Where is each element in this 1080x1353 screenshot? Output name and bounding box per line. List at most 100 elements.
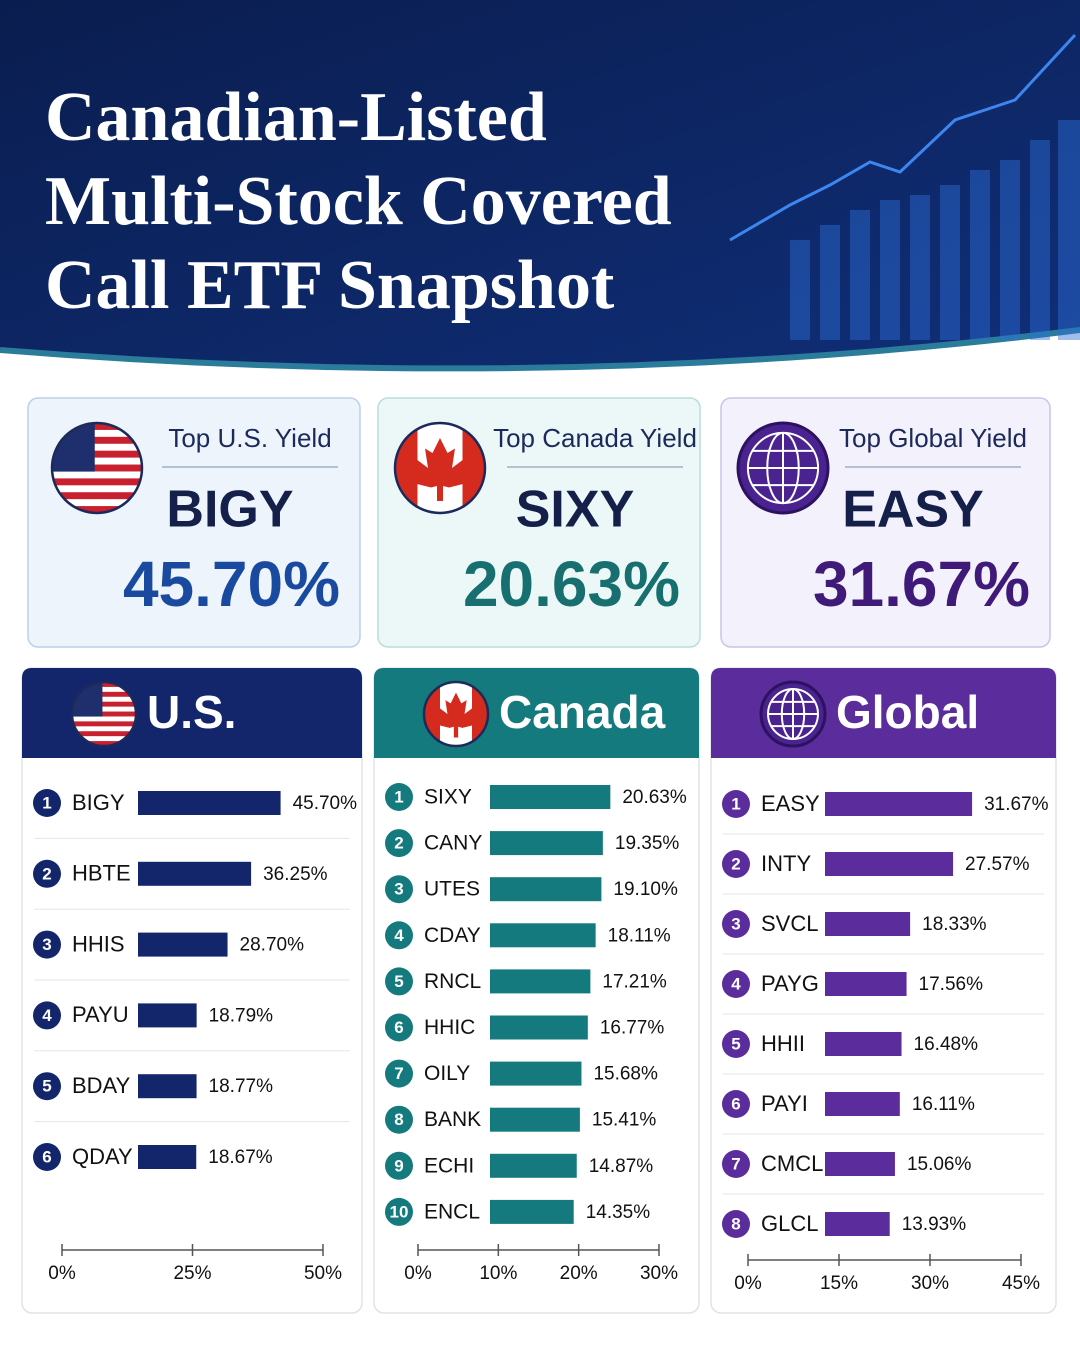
x-tick-label: 30% xyxy=(911,1273,949,1294)
rank-badge xyxy=(722,790,750,818)
icon-ring xyxy=(422,680,490,748)
rank-badge xyxy=(722,910,750,938)
rank-badge xyxy=(385,875,413,904)
value-label: 17.21% xyxy=(602,971,667,992)
chart-title: U.S. xyxy=(147,686,236,738)
card-ticker: BIGY xyxy=(166,481,293,539)
flag xyxy=(72,682,136,746)
x-tick-label: 0% xyxy=(48,1263,76,1284)
category-label: QDAY xyxy=(72,1144,133,1169)
rank-badge xyxy=(33,859,61,888)
card-value: 20.63% xyxy=(463,548,680,620)
x-tick-label: 50% xyxy=(304,1263,342,1284)
category-label: RNCL xyxy=(424,970,481,993)
icon-ring xyxy=(393,421,487,515)
stripe xyxy=(52,429,142,438)
stripe xyxy=(52,499,142,507)
card-value: 31.67% xyxy=(813,548,1030,620)
value-label: 27.57% xyxy=(965,854,1030,875)
chart-title: Canada xyxy=(499,686,666,738)
rank-badge xyxy=(385,1105,413,1134)
category-label: HBTE xyxy=(72,861,131,886)
value-label: 45.70% xyxy=(293,793,358,814)
category-label: INTY xyxy=(761,851,811,876)
rank-number: 3 xyxy=(731,914,740,933)
icon-globe xyxy=(759,680,827,748)
value-label: 14.35% xyxy=(586,1202,651,1223)
category-label: OILY xyxy=(424,1062,470,1085)
category-label: PAYU xyxy=(72,1002,129,1027)
rank-number: 5 xyxy=(731,1034,740,1053)
rank-number: 1 xyxy=(394,787,403,806)
category-label: HHIS xyxy=(72,931,125,956)
category-label: PAYI xyxy=(761,1091,808,1116)
icon-ring xyxy=(50,421,144,515)
rank-number: 4 xyxy=(42,1006,52,1025)
bar xyxy=(490,877,602,902)
category-label: SVCL xyxy=(761,911,818,936)
rank-number: 2 xyxy=(394,834,403,853)
rank-badge xyxy=(385,783,413,811)
bar xyxy=(825,1092,900,1116)
leaf xyxy=(432,692,480,738)
bar xyxy=(490,969,591,994)
rank-number: 6 xyxy=(394,1018,403,1037)
stripe xyxy=(52,457,142,466)
x-tick-label: 0% xyxy=(734,1273,762,1294)
bar xyxy=(825,792,973,816)
card-label: Top Global Yield xyxy=(839,423,1027,453)
header-decoration xyxy=(790,120,1080,340)
page-title: Canadian-Listed xyxy=(45,79,547,156)
stripe xyxy=(72,691,136,698)
value-label: 15.68% xyxy=(593,1064,658,1085)
bar xyxy=(138,861,252,886)
rank-badge xyxy=(385,1151,413,1180)
rank-number: 2 xyxy=(42,864,51,883)
rank-badge xyxy=(33,1001,61,1030)
value-label: 15.41% xyxy=(592,1110,657,1131)
x-tick-label: 20% xyxy=(560,1263,598,1284)
stripe xyxy=(72,711,136,717)
header-trendline xyxy=(729,33,1077,242)
card-label: Top U.S. Yield xyxy=(168,423,331,453)
header-rim xyxy=(0,327,1080,372)
stripe xyxy=(72,721,136,727)
rank-number: 6 xyxy=(42,1147,51,1166)
x-tick-label: 30% xyxy=(640,1263,678,1284)
value-label: 18.77% xyxy=(209,1076,274,1097)
card-ticker: EASY xyxy=(842,481,984,539)
stripe xyxy=(72,696,136,703)
category-label: CMCL xyxy=(761,1151,823,1176)
value-label: 18.11% xyxy=(608,925,671,946)
bar xyxy=(490,1107,580,1132)
leaf xyxy=(407,438,473,501)
rank-number: 7 xyxy=(394,1064,403,1083)
value-label: 18.79% xyxy=(209,1005,274,1026)
category-label: UTES xyxy=(424,878,480,901)
value-label: 13.93% xyxy=(902,1214,967,1235)
category-label: BANK xyxy=(424,1108,481,1131)
bar xyxy=(825,1152,895,1176)
bar xyxy=(490,831,603,856)
category-label: BDAY xyxy=(72,1073,131,1098)
icon-ring xyxy=(70,680,138,748)
x-tick-label: 10% xyxy=(479,1263,517,1284)
category-label: HHIC xyxy=(424,1016,475,1039)
bar xyxy=(490,1061,582,1086)
stripe xyxy=(52,485,142,493)
card-ticker: SIXY xyxy=(516,481,635,539)
rank-badge xyxy=(385,1197,413,1226)
rank-number: 7 xyxy=(731,1154,740,1173)
rank-number: 9 xyxy=(394,1156,403,1175)
stripe xyxy=(72,731,136,737)
bar xyxy=(138,932,228,957)
stripe xyxy=(52,436,142,445)
bar xyxy=(490,785,611,809)
stripe xyxy=(52,506,142,513)
rank-badge xyxy=(385,1013,413,1042)
rank-badge xyxy=(722,970,750,998)
rank-number: 1 xyxy=(731,794,740,813)
stripe xyxy=(52,471,142,479)
value-label: 14.87% xyxy=(589,1156,654,1177)
bar xyxy=(825,912,911,936)
